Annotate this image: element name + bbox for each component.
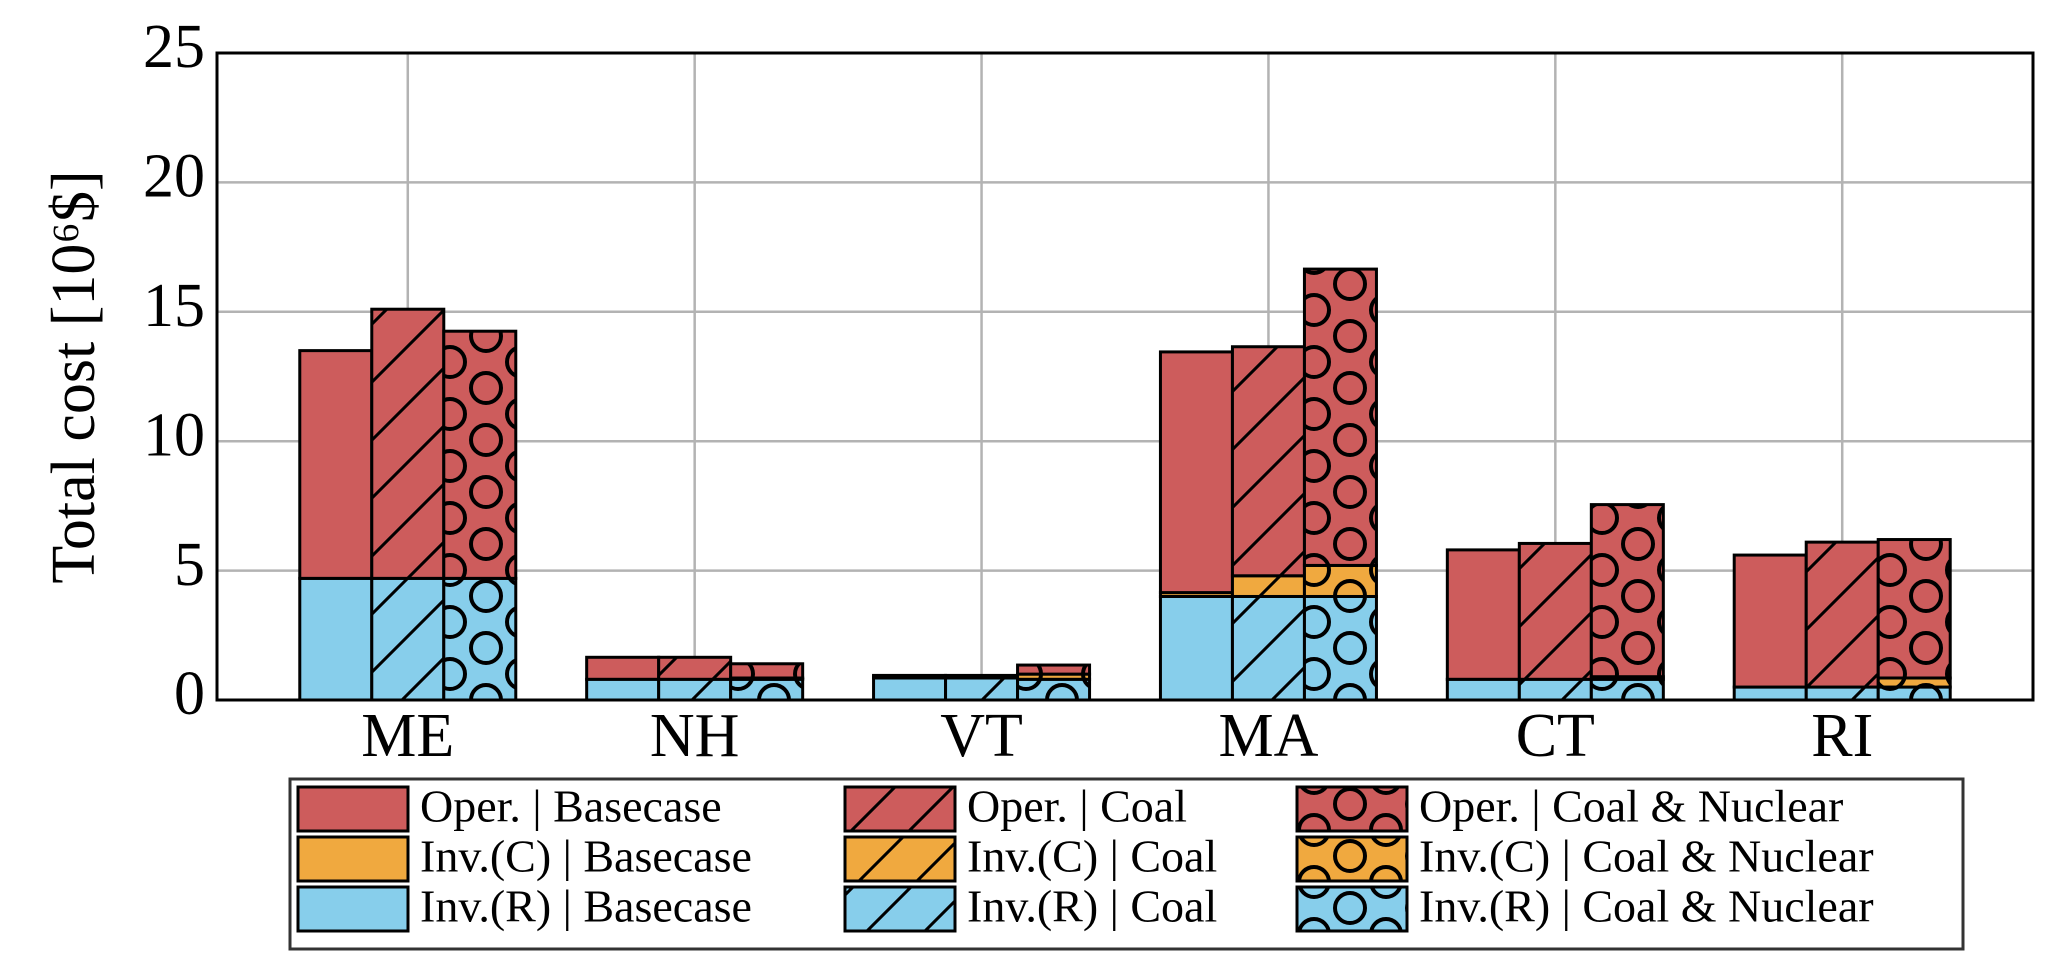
bar-segment <box>872 673 948 679</box>
legend-swatch <box>1295 785 1409 833</box>
x-tick-label: VT <box>940 702 1023 770</box>
y-axis-label: Total cost [10⁶$] <box>40 170 108 583</box>
bar-segment <box>1302 267 1378 567</box>
bar-segment <box>944 676 1020 702</box>
bar-segment <box>1876 538 1952 680</box>
legend-swatch <box>843 835 957 883</box>
x-tick-label: ME <box>361 702 454 770</box>
legend-label: Inv.(R) | Basecase <box>420 881 752 932</box>
bar-segment <box>442 329 518 580</box>
bar-segment <box>1732 685 1808 702</box>
bar-segment <box>729 662 805 680</box>
legend-label: Oper. | Coal <box>967 781 1187 832</box>
bar-segment <box>729 677 805 702</box>
bar-segment <box>1589 503 1665 679</box>
y-tick-label: 5 <box>174 531 205 599</box>
bar-segment <box>442 576 518 702</box>
bar-segment <box>1517 677 1593 702</box>
bar-segment <box>1804 685 1880 702</box>
legend-swatch <box>296 885 410 933</box>
bar-segment <box>1804 540 1880 689</box>
bar-segment <box>1732 553 1808 689</box>
legend-label: Inv.(C) | Coal & Nuclear <box>1419 831 1874 882</box>
bar-segment <box>944 673 1020 679</box>
bar-segment <box>1016 677 1092 702</box>
legend-label: Oper. | Coal & Nuclear <box>1419 781 1843 832</box>
bar-segment <box>1230 594 1306 702</box>
y-tick-label: 25 <box>143 13 205 81</box>
bar-segment <box>1445 677 1521 702</box>
legend-box <box>288 777 1965 951</box>
bar-segment <box>1016 663 1092 676</box>
bar-segment <box>1302 563 1378 598</box>
bar-segment <box>872 676 948 702</box>
y-tick-label: 10 <box>143 401 205 469</box>
bar-segment <box>1445 548 1521 681</box>
x-tick-label: MA <box>1218 702 1318 770</box>
legend-label: Inv.(C) | Basecase <box>420 831 752 882</box>
bar-segment <box>1230 574 1306 598</box>
legend-label: Inv.(C) | Coal <box>967 831 1217 882</box>
legend-swatch <box>296 785 410 833</box>
bar-segment <box>370 576 446 702</box>
legend-swatch <box>843 885 957 933</box>
bar-segment <box>298 576 374 702</box>
legend-label: Inv.(R) | Coal & Nuclear <box>1419 881 1874 932</box>
bar-segment <box>298 349 374 580</box>
bar-segment <box>1158 350 1234 595</box>
legend-swatch <box>843 785 957 833</box>
bar-segment <box>1158 594 1234 702</box>
legend-swatch <box>1295 885 1409 933</box>
bar-segment <box>657 655 733 681</box>
bar-segment <box>1876 685 1952 702</box>
bar-segment <box>585 677 661 702</box>
legend-label: Inv.(R) | Coal <box>967 881 1217 932</box>
x-tick-label: CT <box>1516 702 1595 770</box>
y-tick-label: 20 <box>143 143 205 211</box>
bar-segment <box>1517 541 1593 681</box>
bar-segment <box>1589 677 1665 702</box>
y-tick-label: 0 <box>174 660 205 728</box>
bar-segment <box>370 307 446 580</box>
legend-swatch <box>296 835 410 883</box>
bar-segment <box>657 677 733 702</box>
legend-label: Oper. | Basecase <box>420 781 722 832</box>
plot-frame <box>215 51 2035 702</box>
x-tick-label: RI <box>1811 702 1873 770</box>
y-tick-label: 15 <box>143 272 205 340</box>
bar-segment <box>1302 594 1378 702</box>
bar-segment <box>1230 345 1306 578</box>
bar-segment <box>585 655 661 681</box>
x-tick-label: NH <box>650 702 740 770</box>
legend-swatch <box>1295 835 1409 883</box>
